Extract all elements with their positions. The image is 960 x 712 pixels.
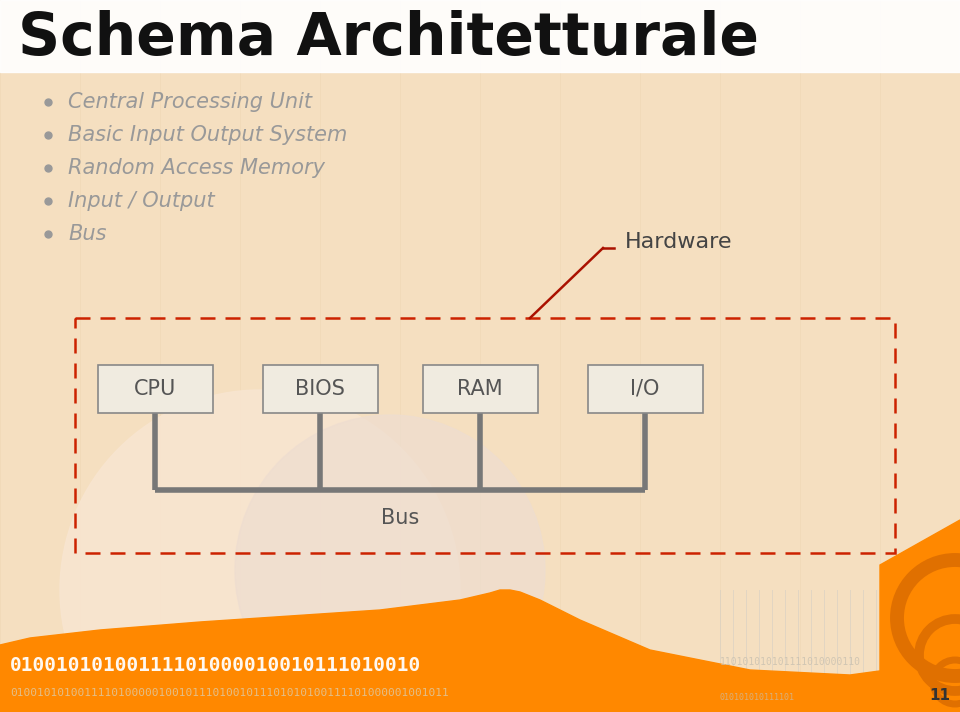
- Circle shape: [60, 390, 460, 712]
- Text: Random Access Memory: Random Access Memory: [68, 158, 325, 178]
- Text: 01001010100111101000010010111010010: 01001010100111101000010010111010010: [10, 656, 421, 675]
- Text: 010101010111101: 010101010111101: [720, 693, 795, 702]
- Text: CPU: CPU: [133, 379, 177, 399]
- Bar: [0, 0, 960, 72]
- Text: BIOS: BIOS: [295, 379, 345, 399]
- Polygon shape: [880, 520, 960, 712]
- Text: RAM: RAM: [457, 379, 503, 399]
- Circle shape: [235, 415, 545, 712]
- Bar: [588, 365, 703, 413]
- Text: Bus: Bus: [381, 508, 420, 528]
- Text: Input / Output: Input / Output: [68, 191, 215, 211]
- Bar: [98, 365, 212, 413]
- Text: Central Processing Unit: Central Processing Unit: [68, 92, 312, 112]
- Text: I/O: I/O: [631, 379, 660, 399]
- Text: Bus: Bus: [68, 224, 107, 244]
- Bar: [75, 318, 895, 553]
- Text: 11: 11: [929, 688, 950, 703]
- Text: Hardware: Hardware: [625, 232, 732, 252]
- Text: 110101010101111010000110: 110101010101111010000110: [720, 657, 861, 667]
- Polygon shape: [0, 590, 960, 712]
- Text: 01001010100111101000001001011101001011101010100111101000001001011: 0100101010011110100000100101110100101110…: [10, 688, 448, 698]
- Bar: [422, 365, 538, 413]
- Text: Basic Input Output System: Basic Input Output System: [68, 125, 348, 145]
- Bar: [262, 365, 377, 413]
- Text: Schema Architetturale: Schema Architetturale: [18, 10, 759, 67]
